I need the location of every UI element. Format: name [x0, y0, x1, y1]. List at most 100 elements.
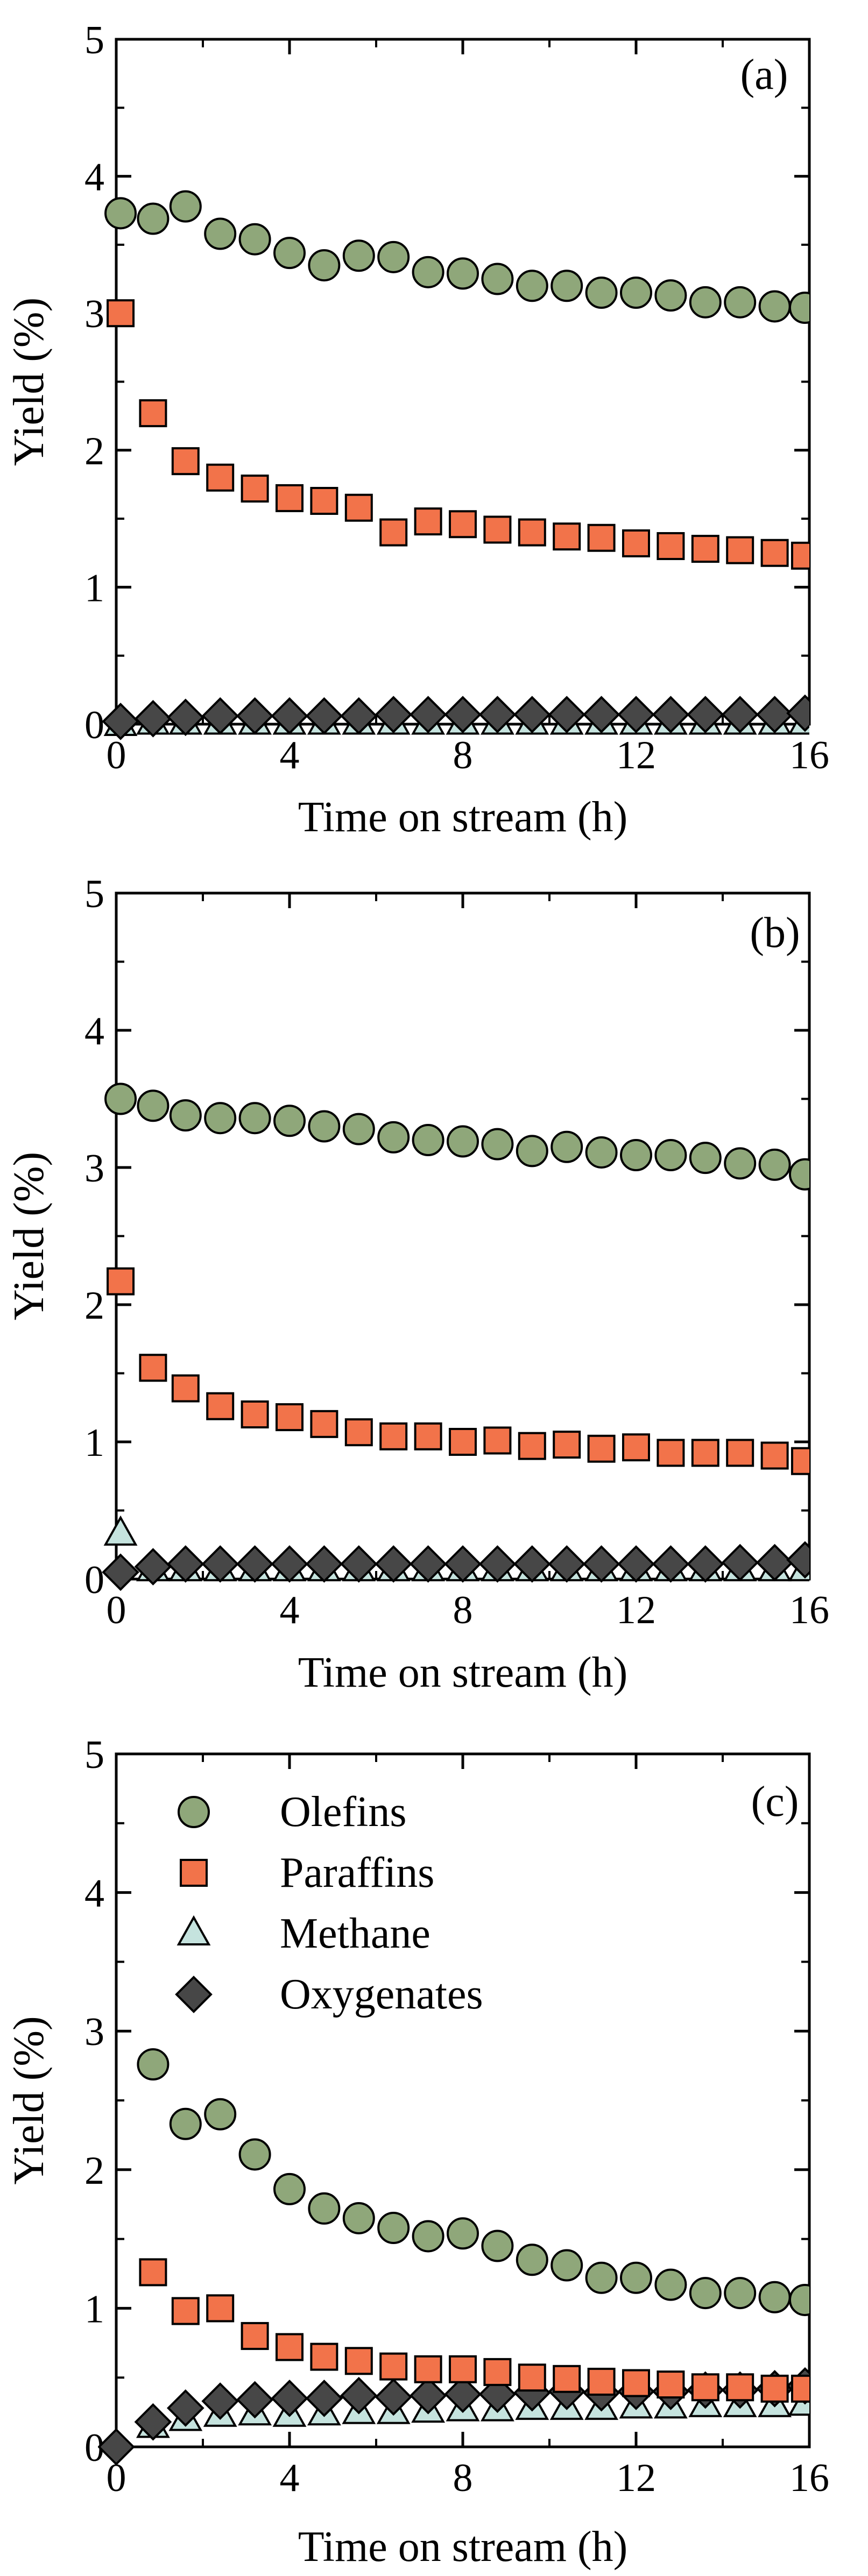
- olefins-point: [758, 1148, 791, 1181]
- oxygenates-point: [236, 2381, 274, 2419]
- data-points: [102, 190, 809, 740]
- paraffins-point: [691, 1439, 719, 1467]
- paraffins-point: [657, 2370, 685, 2399]
- paraffins-point: [553, 1431, 581, 1459]
- oxygenates-point: [686, 1545, 724, 1583]
- series-olefins: [104, 1082, 809, 1191]
- olefins-point: [516, 270, 548, 302]
- olefins-point: [412, 1124, 444, 1156]
- oxygenates-point: [582, 1545, 620, 1583]
- paraffins-point: [691, 2373, 719, 2402]
- y-tick-label: 3: [84, 1147, 104, 1191]
- y-tick-label: 1: [84, 2287, 104, 2331]
- paraffins-point: [791, 2374, 809, 2403]
- y-tick-label: 5: [84, 1733, 104, 1777]
- x-tick-label: 8: [453, 1588, 473, 1632]
- y-tick-label: 2: [84, 1284, 104, 1328]
- legend-label-oxygenates: Oxygenates: [280, 1971, 483, 2018]
- olefins-point: [724, 2277, 757, 2310]
- olefins-point: [308, 2192, 341, 2225]
- paraffins-point: [760, 539, 789, 567]
- paraffins-point: [171, 1374, 200, 1403]
- x-axis-label: Time on stream (h): [298, 2523, 628, 2571]
- olefins-point: [620, 2261, 652, 2294]
- oxygenates-point: [201, 697, 239, 735]
- oxygenates-point: [686, 696, 724, 734]
- paraffins-point: [206, 2294, 235, 2323]
- data-points: [98, 2048, 809, 2465]
- paraffins-point: [518, 2363, 546, 2392]
- paraffins-point: [691, 535, 719, 563]
- plot-frame: [115, 38, 811, 726]
- oxygenates-point: [548, 696, 586, 734]
- olefins-point: [585, 277, 618, 309]
- paraffins-point: [414, 1422, 442, 1450]
- oxygenates-point: [444, 2375, 482, 2413]
- oxygenates-point: [166, 698, 204, 737]
- x-tick-label: 0: [107, 1588, 126, 1632]
- paraffins-point: [276, 1403, 304, 1432]
- paraffins-point: [449, 1428, 477, 1456]
- y-tick-label: 0: [84, 1558, 104, 1602]
- oxygenates-point: [340, 1545, 378, 1583]
- oxygenates-point: [236, 697, 274, 735]
- paraffins-point: [344, 2347, 373, 2375]
- paraffins-point: [206, 463, 235, 492]
- oxygenates-point: [444, 696, 482, 734]
- olefins-point: [724, 286, 757, 319]
- paraffins-point: [139, 399, 167, 428]
- paraffins-point: [791, 541, 809, 570]
- oxygenates-point: [271, 2380, 308, 2417]
- legend-marker-paraffins: [180, 1859, 208, 1887]
- legend-label-olefins: Olefins: [280, 1788, 407, 1836]
- olefins-point: [551, 1130, 583, 1163]
- paraffins-point: [241, 1400, 269, 1428]
- oxygenates-point: [756, 696, 794, 734]
- panel-label: (a): [740, 51, 788, 98]
- paraffins-point: [518, 1432, 546, 1460]
- oxygenates-point: [409, 2376, 447, 2415]
- y-tick-label: 3: [84, 2010, 104, 2054]
- olefins-point: [758, 290, 791, 323]
- series-oxygenates: [102, 694, 809, 740]
- oxygenates-point: [409, 696, 447, 734]
- oxygenates-point: [134, 2403, 172, 2441]
- olefins-point: [238, 1102, 271, 1135]
- paraffins-point: [379, 1422, 408, 1450]
- series-olefins: [137, 2048, 809, 2316]
- olefins-point: [137, 2048, 170, 2081]
- x-tick-label: 16: [789, 1588, 829, 1632]
- oxygenates-point: [721, 1544, 759, 1582]
- paraffins-point: [107, 1267, 135, 1296]
- legend-marker-oxygenates: [175, 1976, 213, 2013]
- y-tick-label: 1: [84, 1421, 104, 1465]
- paraffins-point: [622, 2369, 650, 2397]
- series-paraffins: [107, 299, 809, 570]
- olefins-point: [238, 223, 271, 256]
- olefins-point: [104, 1082, 137, 1115]
- oxygenates-point: [98, 2428, 135, 2465]
- panel-label: (c): [751, 1778, 799, 1825]
- paraffins-point: [310, 2343, 338, 2371]
- oxygenates-point: [340, 697, 378, 735]
- y-tick-label: 3: [84, 292, 104, 336]
- paraffins-point: [449, 2355, 477, 2383]
- oxygenates-point: [444, 1545, 482, 1583]
- olefins-point: [377, 2211, 410, 2244]
- olefins-point: [169, 2107, 202, 2140]
- olefins-point: [308, 1110, 341, 1143]
- paraffins-point: [344, 1418, 373, 1447]
- olefins-point: [724, 1147, 757, 1180]
- olefins-point: [447, 1125, 479, 1158]
- oxygenates-point: [340, 2376, 378, 2415]
- legend: Olefins Paraffins Methane Oxygenates: [175, 1788, 483, 2018]
- methane-point: [103, 1515, 138, 1546]
- olefins-point: [481, 1128, 514, 1160]
- olefins-point: [273, 1105, 306, 1137]
- paraffins-point: [206, 1392, 235, 1420]
- paraffins-point: [726, 2373, 754, 2402]
- series-olefins: [104, 190, 809, 324]
- data-points: [102, 1082, 809, 1591]
- oxygenates-point: [617, 1545, 655, 1583]
